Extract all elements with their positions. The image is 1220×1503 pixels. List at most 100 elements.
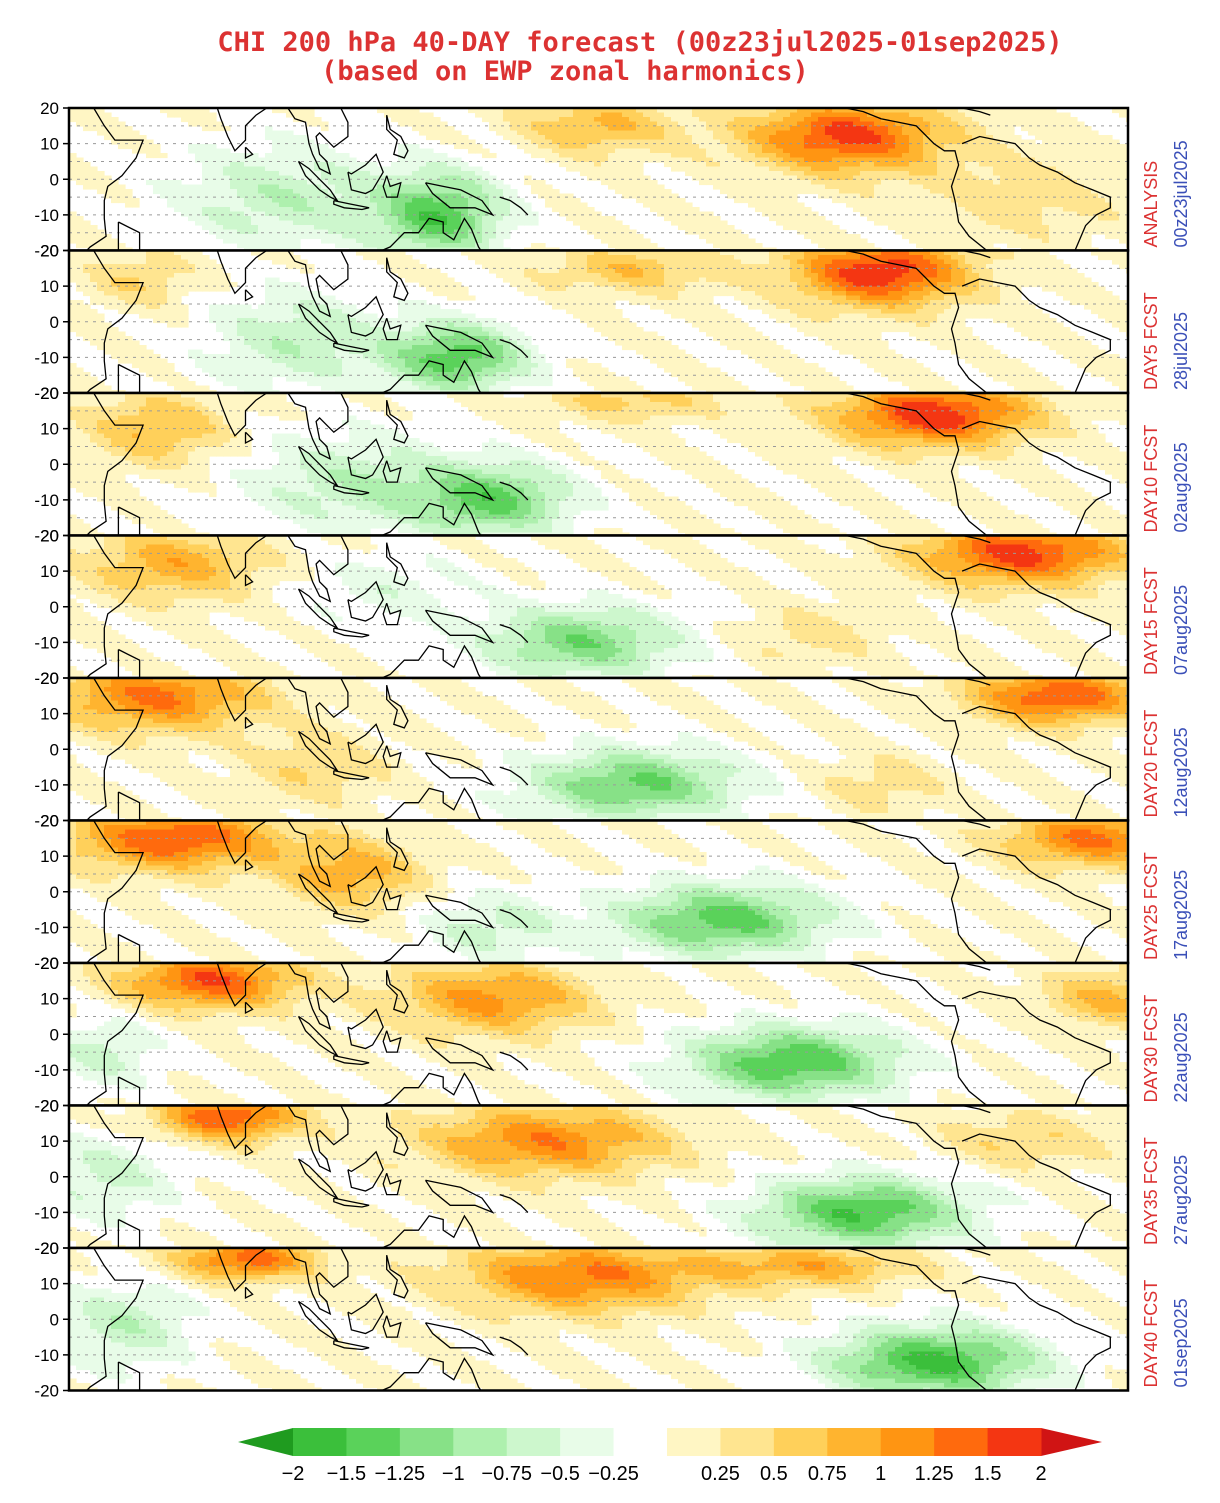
field-cell [748,139,756,145]
field-cell [699,148,707,154]
field-cell [1007,229,1015,235]
field-cell [615,234,623,240]
field-cell [713,126,721,132]
y-tick-label: -20 [34,242,59,261]
field-cell [384,243,392,249]
field-cell [888,148,896,154]
field-cell [1112,193,1120,199]
field-cell [272,135,280,141]
field-cell [433,216,441,222]
field-cell [433,286,441,292]
field-cell [433,381,441,387]
field-cell [328,229,336,235]
field-cell [419,166,427,172]
field-cell [734,184,742,190]
field-cell [888,211,896,217]
field-cell [405,198,413,204]
field-cell [587,135,595,141]
field-cell [111,336,119,342]
field-cell [937,166,945,172]
field-cell [867,148,875,154]
field-cell [503,331,511,337]
field-cell [405,148,413,154]
field-cell [853,162,861,168]
field-cell [363,166,371,172]
field-cell [860,207,868,213]
field-cell [244,313,252,319]
field-cell [111,331,119,337]
field-cell [482,108,490,114]
field-cell [440,381,448,387]
field-cell [1098,175,1106,181]
field-cell [944,112,952,118]
field-cell [97,126,105,132]
field-cell [713,171,721,177]
field-cell [874,189,882,195]
field-cell [146,273,154,279]
chart-subtitle: (based on EWP zonal harmonics) [321,56,809,87]
field-cell [426,345,434,351]
field-cell [216,153,224,159]
field-cell [755,135,763,141]
field-cell [685,126,693,132]
field-cell [356,358,364,364]
field-cell [468,144,476,150]
field-cell [671,112,679,118]
field-cell [167,322,175,328]
field-cell [1063,112,1071,118]
field-cell [776,184,784,190]
field-cell [615,108,623,114]
field-cell [328,211,336,217]
field-cell [699,112,707,118]
field-cell [727,225,735,231]
field-cell [279,358,287,364]
field-cell [713,220,721,226]
field-cell [923,238,931,244]
field-cell [489,376,497,382]
field-cell [769,130,777,136]
field-cell [629,126,637,132]
field-cell [608,139,616,145]
field-cell [426,381,434,387]
field-cell [286,358,294,364]
field-cell [181,381,189,387]
field-cell [279,238,287,244]
field-cell [258,309,266,315]
field-cell [692,175,700,181]
field-cell [293,144,301,150]
field-cell [685,121,693,127]
field-cell [510,220,518,226]
field-cell [405,363,413,369]
field-cell [398,327,406,333]
field-cell [720,225,728,231]
field-cell [909,139,917,145]
field-cell [1014,216,1022,222]
field-cell [293,336,301,342]
field-cell [335,229,343,235]
field-cell [846,139,854,145]
field-cell [664,112,672,118]
field-cell [839,112,847,118]
field-cell [209,282,217,288]
field-cell [1014,234,1022,240]
field-cell [811,220,819,226]
field-cell [1049,148,1057,154]
field-cell [307,268,315,274]
field-cell [1000,157,1008,163]
field-cell [202,390,210,393]
field-cell [699,171,707,177]
field-cell [195,211,203,217]
field-cell [475,184,483,190]
field-cell [174,372,182,378]
field-cell [188,207,196,213]
field-cell [524,126,532,132]
field-cell [419,229,427,235]
field-cell [867,180,875,186]
field-cell [783,126,791,132]
field-cell [398,225,406,231]
field-cell [692,130,700,136]
field-cell [146,259,154,265]
field-cell [118,193,126,199]
field-cell [650,121,658,127]
field-cell [685,216,693,222]
